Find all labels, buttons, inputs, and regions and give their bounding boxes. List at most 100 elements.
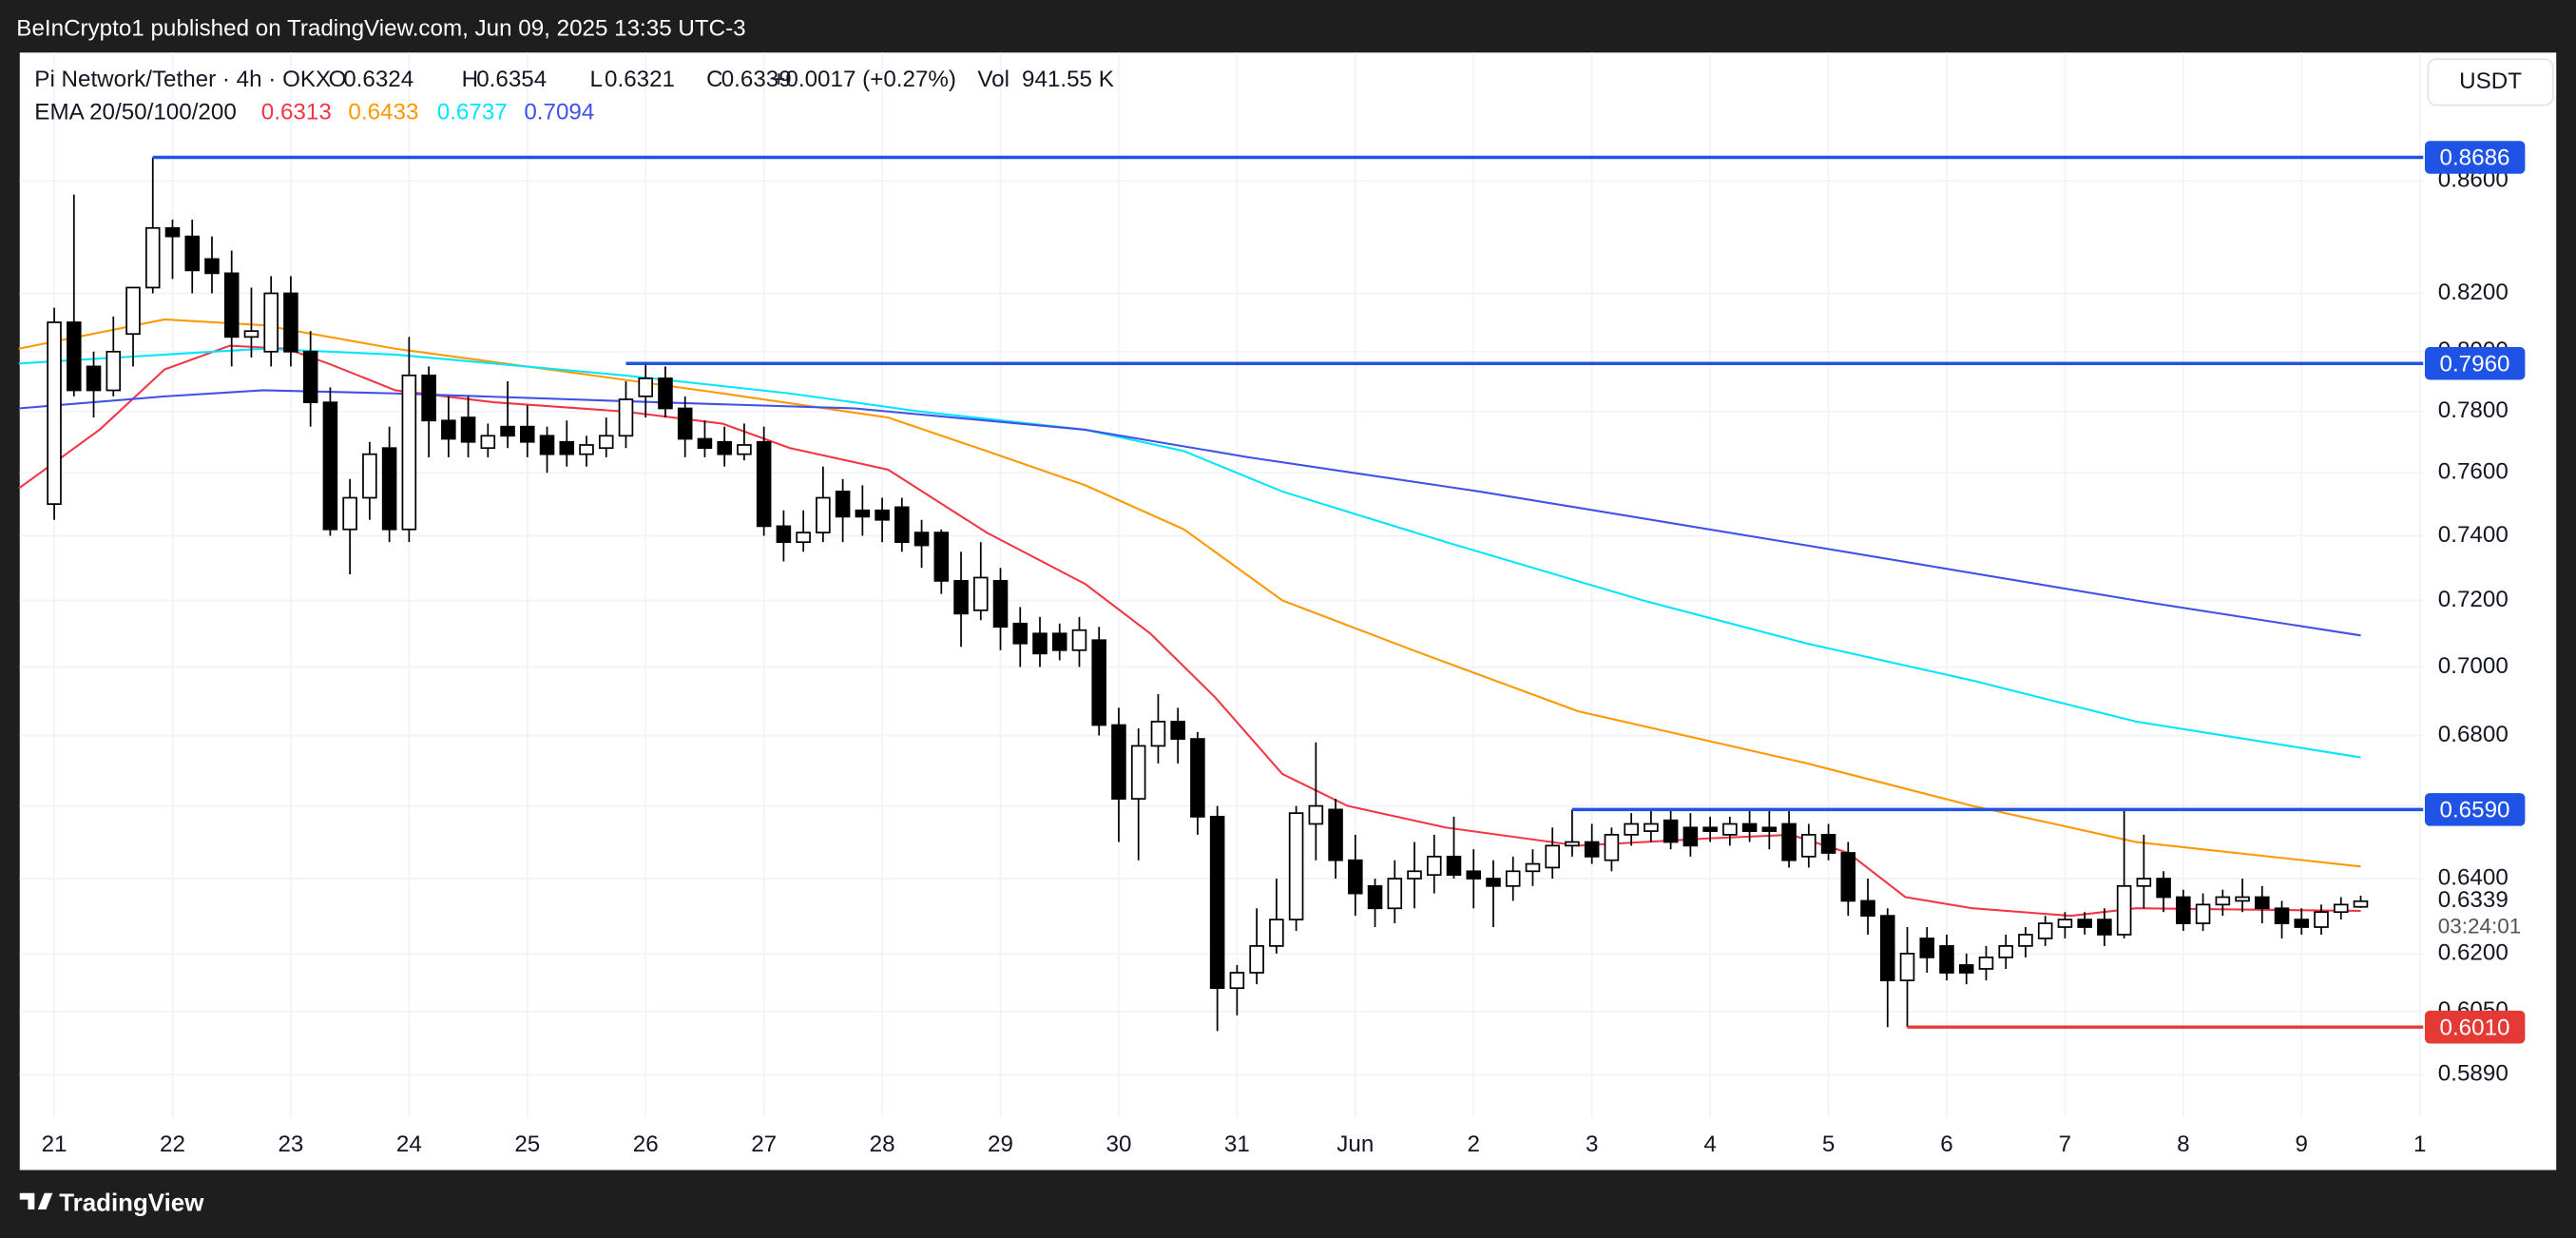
x-tick-label: 7	[2059, 1132, 2071, 1157]
x-tick-label: 24	[396, 1132, 422, 1157]
candle-body	[243, 330, 260, 339]
candle-body	[1209, 816, 1225, 990]
ema-value: 0.6737	[437, 100, 508, 126]
candle-body	[973, 576, 989, 611]
candle-body	[816, 496, 831, 533]
logo	[19, 1192, 53, 1210]
candle-body	[1130, 745, 1146, 800]
candle-body	[1249, 945, 1264, 974]
candle-body	[1150, 721, 1166, 747]
y-tick-label: 0.6800	[2438, 722, 2509, 747]
candle-body	[1367, 884, 1383, 910]
candle-body	[913, 532, 930, 547]
candle-body	[1584, 841, 1600, 858]
candle-body	[1012, 622, 1028, 645]
candle-body	[2274, 907, 2290, 924]
candle-body	[1170, 721, 1185, 740]
candle-body	[756, 440, 772, 528]
candle-body	[421, 374, 436, 422]
candle-body	[2215, 896, 2231, 906]
candle-body	[283, 292, 298, 353]
candle-body	[638, 377, 654, 397]
x-tick-label: Jun	[1336, 1132, 1374, 1157]
ema-value: 0.6313	[261, 100, 332, 126]
candle-body	[1426, 855, 1442, 877]
x-tick-label: 31	[1224, 1132, 1250, 1157]
x-tick-label: 25	[514, 1132, 540, 1157]
candle-body	[47, 321, 62, 505]
candle-body	[953, 580, 969, 615]
candle-body	[875, 509, 890, 521]
ohlc-value: 0.6339	[721, 67, 792, 92]
candle-body	[598, 435, 614, 450]
ema-value: 0.7094	[524, 100, 594, 126]
y-tick-label: 0.7000	[2438, 653, 2509, 679]
candle-body	[2097, 919, 2112, 936]
price-box	[2424, 141, 2526, 174]
volume-key: Vol	[977, 67, 1009, 92]
candle-body	[302, 350, 318, 404]
candle-body	[1190, 738, 1205, 818]
candle-body	[2136, 878, 2152, 887]
candle-body	[697, 437, 713, 450]
candle-body	[322, 401, 338, 531]
candle-body	[1722, 822, 1738, 836]
candle-body	[1801, 834, 1817, 858]
candle-body	[106, 350, 122, 392]
candle-body	[737, 444, 752, 455]
candle-body	[618, 398, 634, 437]
x-tick-label: 8	[2177, 1132, 2189, 1157]
currency-button[interactable]	[2427, 58, 2554, 106]
candle-body	[658, 377, 673, 410]
y-tick-label: 0.7800	[2438, 397, 2509, 423]
x-tick-label: 6	[1940, 1132, 1952, 1157]
footer-logo: TradingView	[19, 1190, 204, 1217]
x-tick-label: 4	[1703, 1132, 1716, 1157]
candle-body	[894, 506, 910, 544]
candle-body	[677, 407, 693, 440]
candle-body	[1071, 629, 1087, 651]
candle-body	[2116, 884, 2132, 936]
ema-value: 0.6433	[348, 100, 418, 126]
candle-body	[460, 416, 476, 443]
candle-body	[381, 447, 397, 531]
ema-line	[18, 318, 2361, 868]
candle-body	[125, 286, 141, 336]
candle-body	[1545, 844, 1560, 869]
plot: 0.58900.60500.62000.64000.66000.68000.70…	[18, 52, 2540, 1157]
candle-body	[2333, 903, 2349, 914]
level-label: 0.8686	[2440, 145, 2510, 171]
candle-body	[342, 496, 357, 531]
candle-body	[559, 440, 575, 455]
candle-body	[1348, 859, 1363, 895]
candle-body	[1879, 915, 1895, 981]
candle-body	[1308, 804, 1324, 825]
y-tick-label: 0.7400	[2438, 522, 2509, 548]
ema-line	[18, 347, 2361, 759]
candle-body	[1604, 834, 1620, 861]
ohlc-key: L	[589, 67, 602, 92]
candle-body	[1624, 822, 1639, 836]
candle-body	[1091, 639, 1106, 726]
currency[interactable]: USDT	[2459, 68, 2522, 94]
candle-body	[520, 425, 535, 443]
candle-body	[1446, 855, 1462, 877]
x-tick-label: 3	[1586, 1132, 1598, 1157]
candle-body	[1032, 632, 1048, 655]
y-tick-label: 0.7200	[2438, 587, 2509, 612]
price-box	[2424, 793, 2526, 826]
level-label: 0.6590	[2440, 797, 2510, 822]
candle-body	[2353, 899, 2369, 908]
candle-body	[1466, 870, 1482, 880]
candle-body	[1860, 899, 1875, 918]
countdown: 03:24:01	[2438, 914, 2521, 938]
candle-body	[204, 258, 220, 275]
x-tick-label: 29	[988, 1132, 1013, 1157]
ohlc-value: 0.6324	[343, 67, 413, 92]
ohlc-key: O	[329, 67, 347, 92]
candle-body	[1269, 919, 1284, 947]
candle-body	[2195, 903, 2211, 924]
candle-body	[1644, 822, 1659, 832]
ohlc-value: 0.6354	[476, 67, 547, 92]
